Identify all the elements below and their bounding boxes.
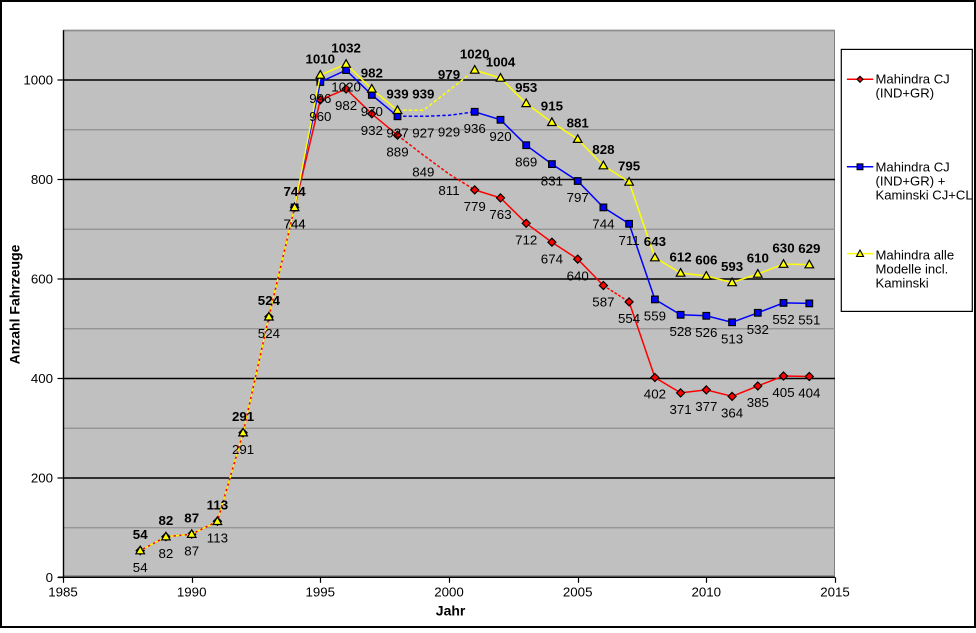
svg-text:405: 405 [772,385,794,400]
svg-text:797: 797 [567,190,589,205]
svg-text:(IND+GR): (IND+GR) [876,85,935,100]
svg-text:996: 996 [309,91,331,106]
svg-text:559: 559 [644,309,666,324]
svg-text:2000: 2000 [434,585,464,600]
svg-text:610: 610 [747,250,769,265]
svg-text:113: 113 [207,531,228,546]
svg-text:524: 524 [258,326,280,341]
svg-text:795: 795 [618,158,641,173]
svg-text:630: 630 [772,241,794,256]
svg-text:2005: 2005 [563,585,593,600]
svg-text:Anzahl Fahrzeuge: Anzahl Fahrzeuge [7,244,23,364]
svg-text:385: 385 [747,395,769,410]
svg-text:600: 600 [31,272,53,287]
svg-text:881: 881 [567,116,590,131]
svg-text:87: 87 [184,511,199,526]
svg-text:970: 970 [361,104,383,119]
svg-text:744: 744 [284,217,306,232]
svg-text:Jahr: Jahr [436,602,466,618]
svg-text:291: 291 [232,442,254,457]
svg-text:400: 400 [31,371,53,386]
svg-text:1004: 1004 [486,54,516,69]
svg-text:869: 869 [515,154,537,169]
svg-text:1032: 1032 [331,41,361,56]
svg-text:606: 606 [695,252,717,267]
svg-text:612: 612 [670,249,692,264]
svg-text:371: 371 [670,402,692,417]
svg-text:889: 889 [386,144,408,159]
svg-text:593: 593 [721,259,743,274]
svg-text:54: 54 [133,527,148,542]
svg-text:982: 982 [361,65,383,80]
svg-text:113: 113 [207,498,228,513]
svg-text:526: 526 [695,325,717,340]
svg-text:87: 87 [184,543,199,558]
svg-text:936: 936 [464,121,486,136]
svg-text:1990: 1990 [177,585,207,600]
svg-text:979: 979 [438,67,460,82]
svg-text:291: 291 [232,409,255,424]
svg-text:711: 711 [618,233,639,248]
svg-text:554: 554 [618,311,640,326]
svg-text:920: 920 [489,129,511,144]
svg-text:953: 953 [515,80,537,95]
svg-text:674: 674 [541,251,563,266]
svg-text:779: 779 [464,199,486,214]
svg-text:0: 0 [46,570,53,585]
svg-text:640: 640 [567,268,589,283]
svg-text:82: 82 [159,513,174,528]
svg-text:404: 404 [798,386,820,401]
svg-text:643: 643 [644,234,666,249]
svg-text:960: 960 [309,109,331,124]
svg-text:1000: 1000 [23,73,53,88]
svg-text:2010: 2010 [692,585,722,600]
svg-text:1010: 1010 [306,51,336,66]
svg-text:54: 54 [133,560,148,575]
svg-text:364: 364 [721,406,743,421]
svg-text:377: 377 [695,399,717,414]
svg-text:744: 744 [592,217,614,232]
svg-text:1995: 1995 [306,585,336,600]
svg-text:927: 927 [412,126,434,141]
svg-text:849: 849 [412,164,434,179]
svg-text:939: 939 [412,87,434,102]
svg-text:528: 528 [670,324,692,339]
svg-text:744: 744 [284,184,307,199]
svg-text:932: 932 [361,123,383,138]
svg-text:513: 513 [721,332,743,347]
svg-text:532: 532 [747,322,769,337]
svg-text:1020: 1020 [460,47,490,62]
svg-text:1020: 1020 [331,79,361,94]
svg-text:402: 402 [644,387,666,402]
svg-text:Mahindra CJ: Mahindra CJ [876,71,950,86]
svg-text:915: 915 [541,99,564,114]
svg-text:744: 744 [284,217,306,232]
svg-text:200: 200 [31,471,53,486]
svg-text:831: 831 [541,173,563,188]
svg-text:Kaminski: Kaminski [876,275,929,290]
svg-text:82: 82 [159,546,174,561]
svg-text:524: 524 [258,293,281,308]
svg-text:763: 763 [489,207,511,222]
svg-text:552: 552 [772,312,794,327]
svg-text:927: 927 [386,126,408,141]
svg-text:982: 982 [335,98,357,113]
svg-text:587: 587 [592,295,614,310]
svg-text:Mahindra CJ: Mahindra CJ [876,159,950,174]
svg-text:929: 929 [438,125,460,140]
svg-text:939: 939 [386,87,408,102]
svg-text:Kaminski CJ+CL: Kaminski CJ+CL [876,187,973,202]
svg-text:1985: 1985 [48,585,78,600]
svg-text:828: 828 [592,142,614,157]
svg-text:712: 712 [515,233,537,248]
svg-text:629: 629 [798,241,820,256]
svg-text:(IND+GR) +: (IND+GR) + [876,173,946,188]
svg-text:Mahindra alle: Mahindra alle [876,248,955,263]
svg-text:811: 811 [438,183,459,198]
svg-text:800: 800 [31,172,53,187]
svg-text:Modelle incl.: Modelle incl. [876,262,949,277]
svg-text:551: 551 [798,313,820,328]
svg-text:2015: 2015 [820,585,850,600]
